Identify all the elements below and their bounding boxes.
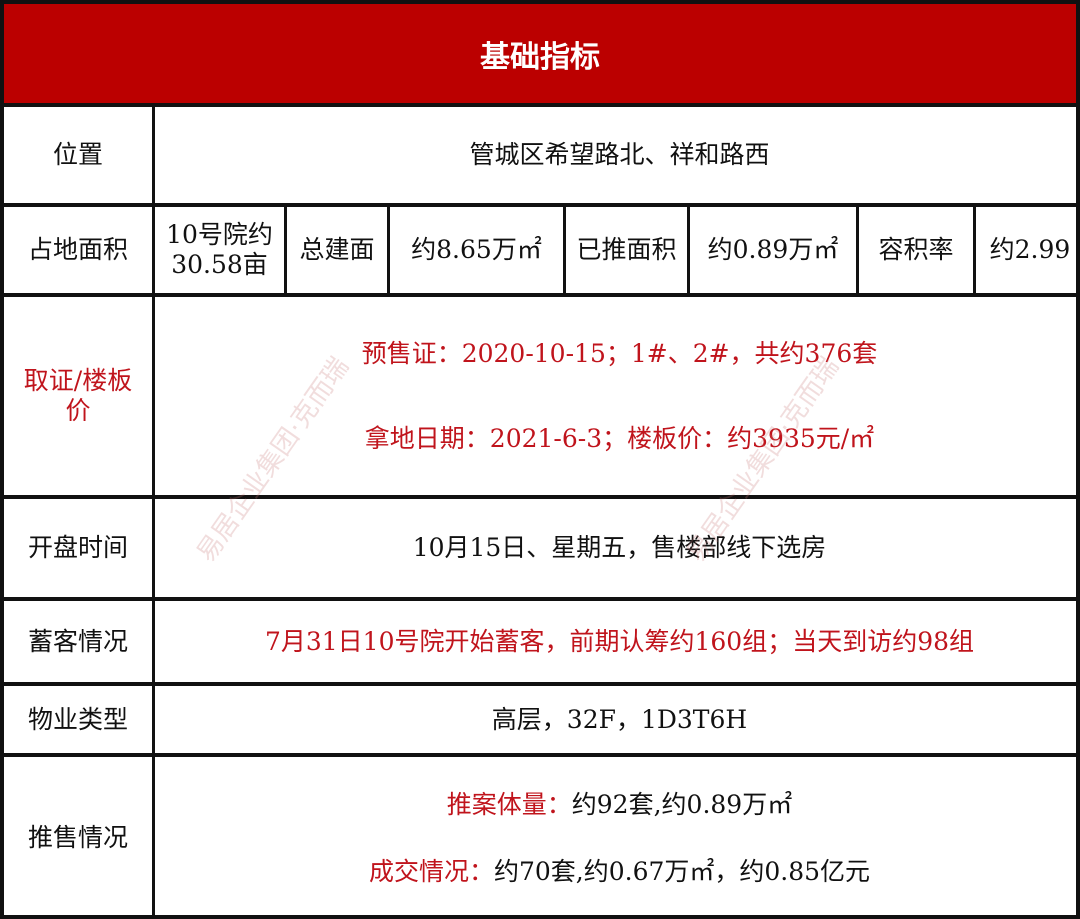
row-area: 占地面积 10号院约 30.58亩 总建面 约8.65万㎡ 已推面积 约0.89… — [4, 203, 1080, 293]
value-location: 管城区希望路北、祥和路西 — [469, 140, 770, 169]
value-opening: 10月15日、星期五，售楼部线下选房 — [412, 533, 827, 562]
value-reservation: 7月31日10号院开始蓄客，前期认筹约160组；当天到访约98组 — [264, 626, 975, 656]
label-pushed-area: 已推面积 — [566, 207, 690, 293]
label-reservation: 蓄客情况 — [4, 601, 155, 682]
sales-line1: 推案体量：约92套,约0.89万㎡ — [447, 790, 792, 820]
permit-line2: 拿地日期：2021-6-3；楼板价：约3935元/㎡ — [364, 423, 875, 453]
value-gfa: 约8.65万㎡ — [390, 207, 566, 293]
label-gfa: 总建面 — [287, 207, 390, 293]
label-area: 占地面积 — [4, 207, 155, 293]
value-sales: 推案体量：约92套,约0.89万㎡ 成交情况：约70套,约0.67万㎡，约0.8… — [155, 757, 1080, 919]
sales-line2-label: 成交情况： — [368, 856, 494, 886]
sales-line2-value: 约70套,约0.67万㎡，约0.85亿元 — [493, 856, 871, 886]
value-property: 高层，32F，1D3T6H — [491, 704, 748, 734]
row-reservation: 蓄客情况 7月31日10号院开始蓄客，前期认筹约160组；当天到访约98组 — [4, 597, 1080, 682]
sales-line1-label: 推案体量： — [446, 789, 572, 819]
row-permit: 取证/楼板价 预售证：2020-10-15；1#、2#，共约376套 拿地日期：… — [4, 293, 1080, 495]
label-opening: 开盘时间 — [4, 499, 155, 597]
label-far: 容积率 — [859, 207, 976, 293]
sales-line1-value: 约92套,约0.89万㎡ — [571, 789, 793, 819]
sales-line2: 成交情况：约70套,约0.67万㎡，约0.85亿元 — [369, 857, 870, 887]
site-area-line2: 30.58亩 — [171, 250, 268, 279]
label-sales: 推售情况 — [4, 757, 155, 919]
value-far: 约2.99 — [989, 235, 1071, 264]
row-sales: 推售情况 推案体量：约92套,约0.89万㎡ 成交情况：约70套,约0.67万㎡… — [4, 753, 1080, 919]
row-property: 物业类型 高层，32F，1D3T6H — [4, 682, 1080, 753]
value-permit: 预售证：2020-10-15；1#、2#，共约376套 拿地日期：2021-6-… — [155, 297, 1080, 495]
label-property: 物业类型 — [4, 686, 155, 753]
row-location: 位置 管城区希望路北、祥和路西 — [4, 103, 1080, 203]
table-title: 基础指标 — [0, 0, 1080, 103]
site-area-line1: 10号院约 — [166, 220, 273, 249]
label-permit: 取证/楼板价 — [4, 297, 155, 495]
permit-line1: 预售证：2020-10-15；1#、2#，共约376套 — [361, 338, 878, 368]
label-location: 位置 — [4, 107, 155, 203]
value-pushed-area: 约0.89万㎡ — [690, 207, 859, 293]
value-site-area: 10号院约 30.58亩 — [155, 207, 287, 293]
row-opening: 开盘时间 10月15日、星期五，售楼部线下选房 — [4, 495, 1080, 597]
